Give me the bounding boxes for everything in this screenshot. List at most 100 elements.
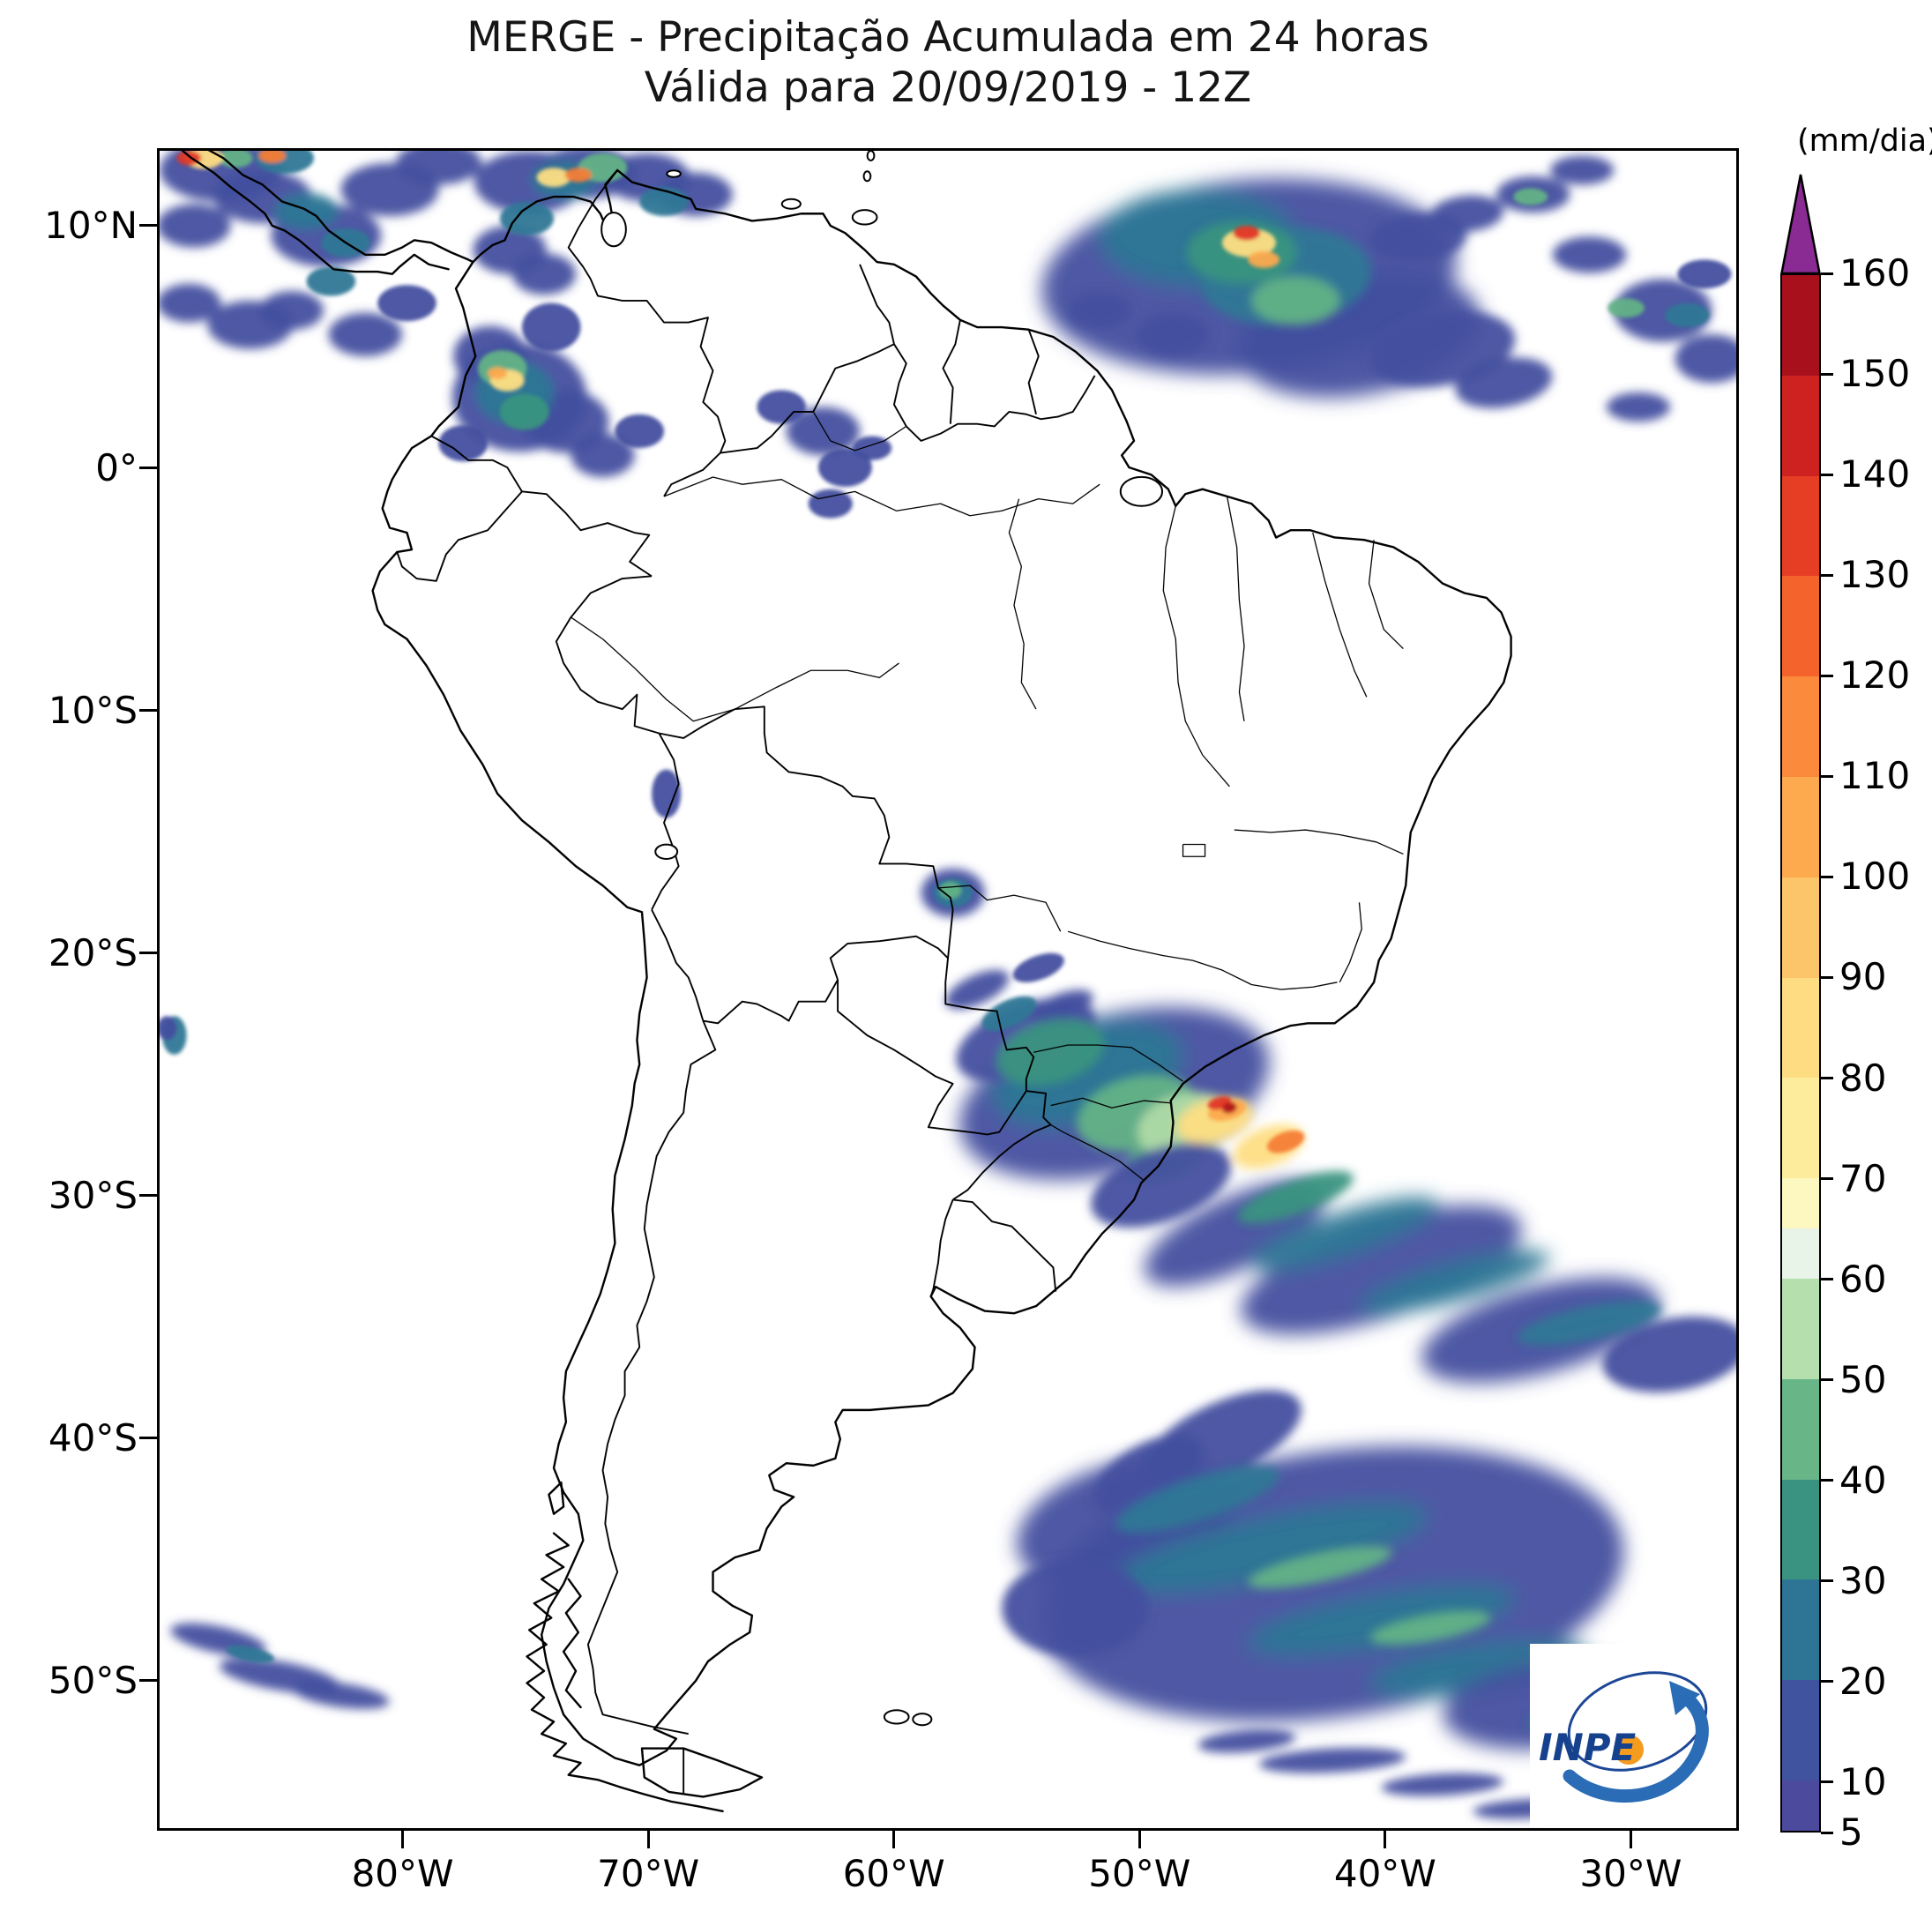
precip-blob — [1552, 236, 1627, 273]
state-border-path — [1368, 540, 1404, 650]
country-border-path — [659, 705, 954, 910]
axis-tick-mark — [401, 1831, 405, 1848]
axis-tick-mark — [139, 1679, 157, 1683]
lat-tick-label: 10°N — [44, 203, 138, 247]
country-border-path — [651, 909, 705, 1021]
colorbar-tick-label: 160 — [1839, 251, 1911, 295]
coastline-path — [371, 168, 1512, 1766]
precip-blob — [160, 1016, 177, 1041]
precip-blob — [1258, 1747, 1406, 1773]
inpe-arrow-swoosh — [1563, 1690, 1709, 1803]
precip-blob — [1675, 334, 1736, 384]
inpe-orange-dot — [1614, 1735, 1644, 1765]
lat-tick-label: 0° — [95, 445, 138, 489]
lat-tick-label: 20°S — [48, 930, 138, 974]
lon-tick-label: 80°W — [351, 1852, 454, 1895]
country-border-path — [396, 490, 523, 582]
precip-blob — [1136, 312, 1211, 356]
lat-tick-label: 50°S — [48, 1658, 138, 1702]
axis-tick-mark — [139, 224, 157, 228]
country-border-path — [942, 319, 961, 424]
precip-blob — [1115, 1502, 1428, 1594]
precip-blob — [1248, 250, 1280, 268]
chart-title: MERGE - Precipitação Acumulada em 24 hor… — [157, 12, 1739, 114]
coastline-path — [181, 151, 450, 275]
inpe-orbit-ellipse — [1567, 1671, 1708, 1772]
precipitation-map-canvas — [160, 151, 1736, 1819]
coastline-path — [640, 1747, 764, 1798]
precip-blob — [1369, 1610, 1491, 1645]
state-border-path — [1050, 1123, 1145, 1182]
precip-blob — [1513, 188, 1548, 205]
precip-blob — [1012, 952, 1064, 982]
geo-feature-outline — [912, 1713, 933, 1727]
precip-blob — [328, 312, 402, 356]
axis-tick-mark — [139, 1437, 157, 1440]
precip-blob — [1248, 1585, 1514, 1656]
colorbar-tick-mark — [1821, 1831, 1833, 1834]
precip-blob — [1455, 357, 1553, 408]
country-border-path — [555, 575, 660, 735]
geo-feature-outline — [883, 1709, 910, 1725]
precip-blob — [218, 151, 253, 168]
precip-blob — [1091, 1143, 1232, 1228]
precip-blob — [396, 151, 482, 185]
state-border-path — [1033, 1044, 1183, 1082]
inpe-arrowhead — [1669, 1681, 1700, 1715]
axis-tick-mark — [892, 1831, 896, 1848]
colorbar-segment — [1782, 676, 1819, 777]
country-border-path — [720, 264, 895, 454]
lon-tick-label: 50°W — [1088, 1852, 1191, 1895]
country-border-path — [586, 1020, 717, 1736]
colorbar-tick-label: 5 — [1839, 1810, 1863, 1854]
colorbar-tick-label: 40 — [1839, 1458, 1887, 1502]
lon-tick-label: 40°W — [1333, 1852, 1436, 1895]
coastlines-layer — [181, 151, 1512, 1813]
colorbar-tick-label: 50 — [1839, 1357, 1887, 1401]
colorbar-tick-mark — [1821, 1278, 1833, 1281]
title-line-2: Válida para 20/09/2019 - 12Z — [644, 63, 1252, 113]
precip-blob — [292, 1681, 390, 1709]
colorbar-segment — [1782, 1479, 1819, 1580]
colorbar-tick-label: 30 — [1839, 1558, 1887, 1602]
inpe-logo-graphic: INPE — [1539, 1671, 1709, 1803]
country-borders-layer — [396, 169, 1096, 1795]
precip-blob — [1251, 276, 1340, 325]
precip-blob — [1093, 1434, 1205, 1517]
inpe-logo-text: INPE — [1539, 1726, 1637, 1769]
colorbar-segment — [1782, 275, 1819, 376]
coastline-path — [526, 1532, 724, 1813]
lon-tick-label: 60°W — [842, 1852, 945, 1895]
colorbar — [1780, 273, 1821, 1833]
state-border-path — [1008, 498, 1037, 710]
precip-blob — [981, 996, 1037, 1032]
country-border-path — [929, 1199, 954, 1297]
precip-blob — [757, 390, 807, 424]
colorbar-over-arrow — [1780, 174, 1821, 275]
precip-blob — [226, 1645, 275, 1663]
precip-blob — [1606, 392, 1671, 422]
colorbar-tick-mark — [1821, 774, 1833, 778]
colorbar-segment — [1782, 1178, 1819, 1229]
colorbar-tick-mark — [1821, 372, 1833, 376]
colorbar-segment — [1782, 1228, 1819, 1279]
inpe-logo: INPE — [1530, 1644, 1733, 1826]
precip-layer-small — [160, 151, 1732, 1663]
country-border-path — [944, 958, 1035, 1092]
geo-feature-outline — [666, 169, 682, 178]
colorbar-segment — [1782, 1680, 1819, 1780]
country-border-path — [829, 909, 954, 981]
axis-tick-mark — [139, 952, 157, 955]
colorbar-tick-mark — [1821, 674, 1833, 677]
colorbar-tick-label: 80 — [1839, 1056, 1887, 1100]
geo-feature-outline — [654, 843, 679, 860]
state-border-path — [1182, 843, 1206, 857]
precip-blob — [1241, 1205, 1522, 1335]
colorbar-tick-label: 70 — [1839, 1156, 1887, 1200]
colorbar-tick-mark — [1821, 1579, 1833, 1583]
colorbar-segment — [1782, 1579, 1819, 1681]
coastline-path — [562, 1578, 582, 1709]
colorbar-tick-label: 150 — [1839, 352, 1911, 396]
geo-feature-outline — [862, 170, 872, 183]
